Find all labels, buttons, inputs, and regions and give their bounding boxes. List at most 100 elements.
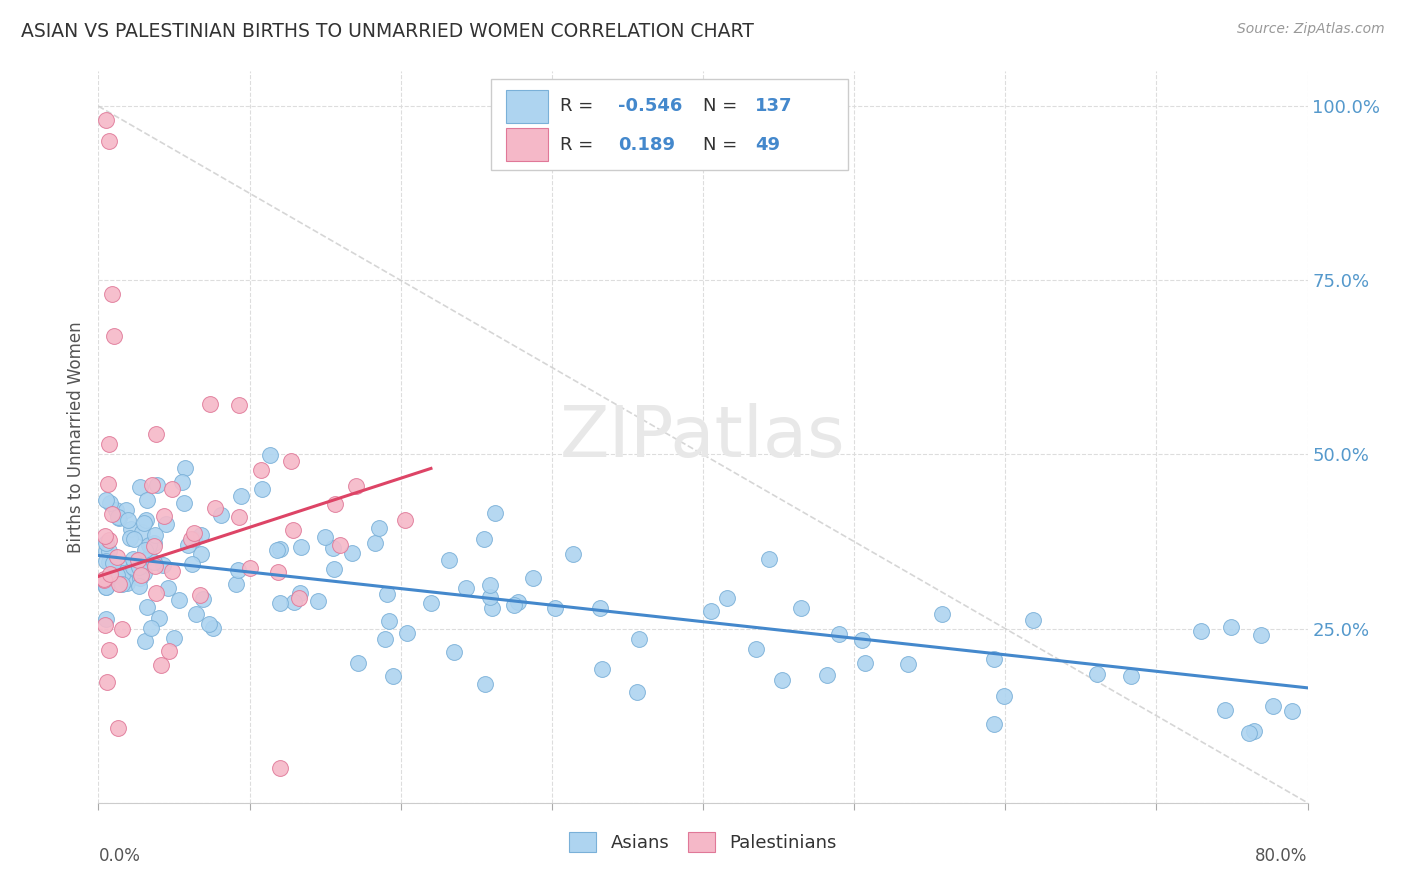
Point (145, 585, 167, 599)
Point (198, 616, 221, 631)
Point (211, 508, 233, 523)
Point (522, 571, 544, 585)
Point (790, 600, 813, 615)
Point (745, 642, 768, 657)
Point (323, 497, 346, 511)
Point (228, 398, 250, 412)
Point (98, 134, 121, 148)
Point (479, 591, 502, 605)
Point (180, 557, 202, 571)
Point (111, 566, 134, 580)
Point (503, 598, 526, 612)
Point (94, 580, 117, 594)
Point (138, 549, 160, 564)
Point (101, 508, 124, 522)
Point (419, 596, 441, 610)
Text: R =: R = (561, 136, 599, 154)
Point (193, 591, 215, 606)
Point (94, 618, 117, 632)
FancyBboxPatch shape (492, 78, 848, 170)
Point (344, 478, 367, 492)
Point (108, 577, 131, 591)
Point (626, 685, 648, 699)
Point (94, 493, 117, 508)
Text: R =: R = (561, 97, 599, 115)
Point (437, 553, 460, 567)
Point (132, 516, 155, 531)
Point (374, 632, 396, 646)
Point (190, 547, 212, 561)
Point (283, 523, 305, 537)
Point (314, 530, 336, 544)
Point (104, 503, 127, 517)
Point (115, 502, 138, 516)
Point (157, 643, 180, 657)
Point (1250, 628, 1272, 642)
Point (98, 555, 121, 569)
Point (1213, 703, 1236, 717)
Point (107, 509, 129, 524)
Point (180, 532, 202, 546)
Point (129, 568, 152, 582)
Point (143, 539, 166, 553)
Point (156, 581, 179, 595)
Text: Source: ZipAtlas.com: Source: ZipAtlas.com (1237, 22, 1385, 37)
Point (128, 560, 150, 574)
Point (105, 550, 128, 565)
Point (177, 539, 200, 553)
Point (114, 573, 136, 587)
Point (143, 559, 166, 574)
Point (148, 611, 170, 625)
Point (897, 657, 920, 671)
Point (94, 554, 117, 568)
Point (94, 612, 117, 626)
Point (152, 508, 174, 523)
Point (120, 522, 142, 536)
Point (931, 607, 953, 621)
Point (152, 558, 174, 572)
Point (815, 668, 838, 682)
Point (98, 543, 121, 558)
Point (93, 573, 115, 587)
Point (1237, 726, 1260, 740)
Point (100, 567, 122, 582)
Point (716, 591, 738, 605)
Point (128, 579, 150, 593)
Point (94, 544, 117, 558)
Point (375, 587, 398, 601)
Point (484, 506, 506, 520)
Point (983, 717, 1005, 731)
Point (98, 533, 121, 547)
Point (94, 535, 117, 549)
Point (280, 454, 302, 468)
Point (96, 674, 118, 689)
Point (135, 599, 157, 614)
Point (250, 483, 273, 497)
Point (136, 492, 159, 507)
Point (173, 496, 195, 510)
Point (117, 513, 139, 527)
Point (94, 580, 117, 594)
Point (131, 524, 153, 539)
Y-axis label: Births to Unmarried Women: Births to Unmarried Women (66, 321, 84, 553)
Text: N =: N = (703, 136, 742, 154)
Point (456, 582, 478, 596)
Point (1022, 613, 1045, 627)
Point (141, 478, 163, 492)
Point (367, 521, 389, 535)
Text: 137: 137 (755, 97, 793, 115)
Point (290, 540, 312, 554)
Point (139, 538, 162, 552)
Point (770, 673, 793, 688)
Point (394, 513, 416, 527)
Point (98, 496, 121, 510)
Legend: Asians, Palestinians: Asians, Palestinians (562, 825, 844, 860)
Point (1219, 620, 1241, 634)
Point (103, 557, 125, 571)
Point (382, 669, 405, 683)
Point (97, 476, 120, 491)
Point (283, 595, 305, 609)
Point (155, 516, 177, 531)
Text: -0.546: -0.546 (619, 97, 683, 115)
Point (135, 513, 157, 527)
